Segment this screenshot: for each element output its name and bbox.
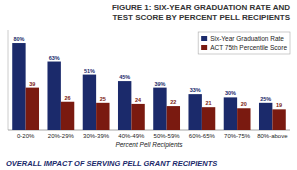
bar <box>61 102 74 130</box>
data-label: 22 <box>170 99 176 105</box>
bar <box>167 106 180 130</box>
data-label: 20 <box>241 101 247 107</box>
bar <box>272 109 285 130</box>
bar <box>153 88 166 130</box>
bar <box>47 62 60 130</box>
chart: FIGURE 1: SIX-YEAR GRADUATION RATE ANDTE… <box>0 0 297 170</box>
legend-label: ACT 75th Percentile Score <box>210 44 287 51</box>
legend-swatch <box>201 45 207 50</box>
data-label: 19 <box>276 102 282 108</box>
data-label: 24 <box>135 97 142 103</box>
annotation: OVERALL IMPACT OF SERVING PELL GRANT REC… <box>6 159 217 168</box>
bar <box>188 94 201 130</box>
bar <box>237 108 250 130</box>
title: FIGURE 1: SIX-YEAR GRADUATION RATE ANDTE… <box>112 3 291 22</box>
data-label: 33% <box>190 87 201 93</box>
bar <box>131 104 144 130</box>
x-tick-label: 20%-29% <box>48 133 75 139</box>
data-label: 63% <box>49 55 60 61</box>
x-tick-label: 40%-49% <box>118 133 145 139</box>
bar <box>202 107 215 130</box>
y-axis-line <box>8 30 9 130</box>
legend-frame <box>198 32 290 54</box>
legend-swatch <box>201 36 207 41</box>
data-label: 21 <box>206 100 212 106</box>
legend: Six-Year Graduation Rate ACT 75th Percent… <box>198 32 290 54</box>
x-tick-label: 30%-39% <box>83 133 110 139</box>
data-label: 30% <box>225 90 236 96</box>
bars <box>12 43 286 130</box>
data-label: 39% <box>154 81 165 87</box>
data-label: 25 <box>100 96 106 102</box>
bar <box>26 88 39 130</box>
bar <box>96 103 109 130</box>
data-label: 25% <box>260 96 271 102</box>
x-tick-label: 60%-65% <box>189 133 216 139</box>
data-label: 51% <box>84 68 95 74</box>
bar <box>118 81 131 130</box>
x-axis-label: Percent Pell Recipients <box>115 141 183 149</box>
bar <box>12 43 25 130</box>
data-label: 26 <box>65 95 71 101</box>
legend-label: Six-Year Graduation Rate <box>210 35 284 42</box>
bar <box>224 97 237 130</box>
data-label: 45% <box>119 74 130 80</box>
x-tick-label: 80%-above <box>257 133 288 139</box>
x-tick-label: 70%-75% <box>224 133 251 139</box>
data-label: 39 <box>29 81 35 87</box>
x-tick-label: 50%-59% <box>154 133 181 139</box>
bar <box>83 75 96 130</box>
bar <box>259 103 272 130</box>
data-label: 80% <box>13 36 24 42</box>
x-tick-label: 0-20% <box>17 133 35 139</box>
